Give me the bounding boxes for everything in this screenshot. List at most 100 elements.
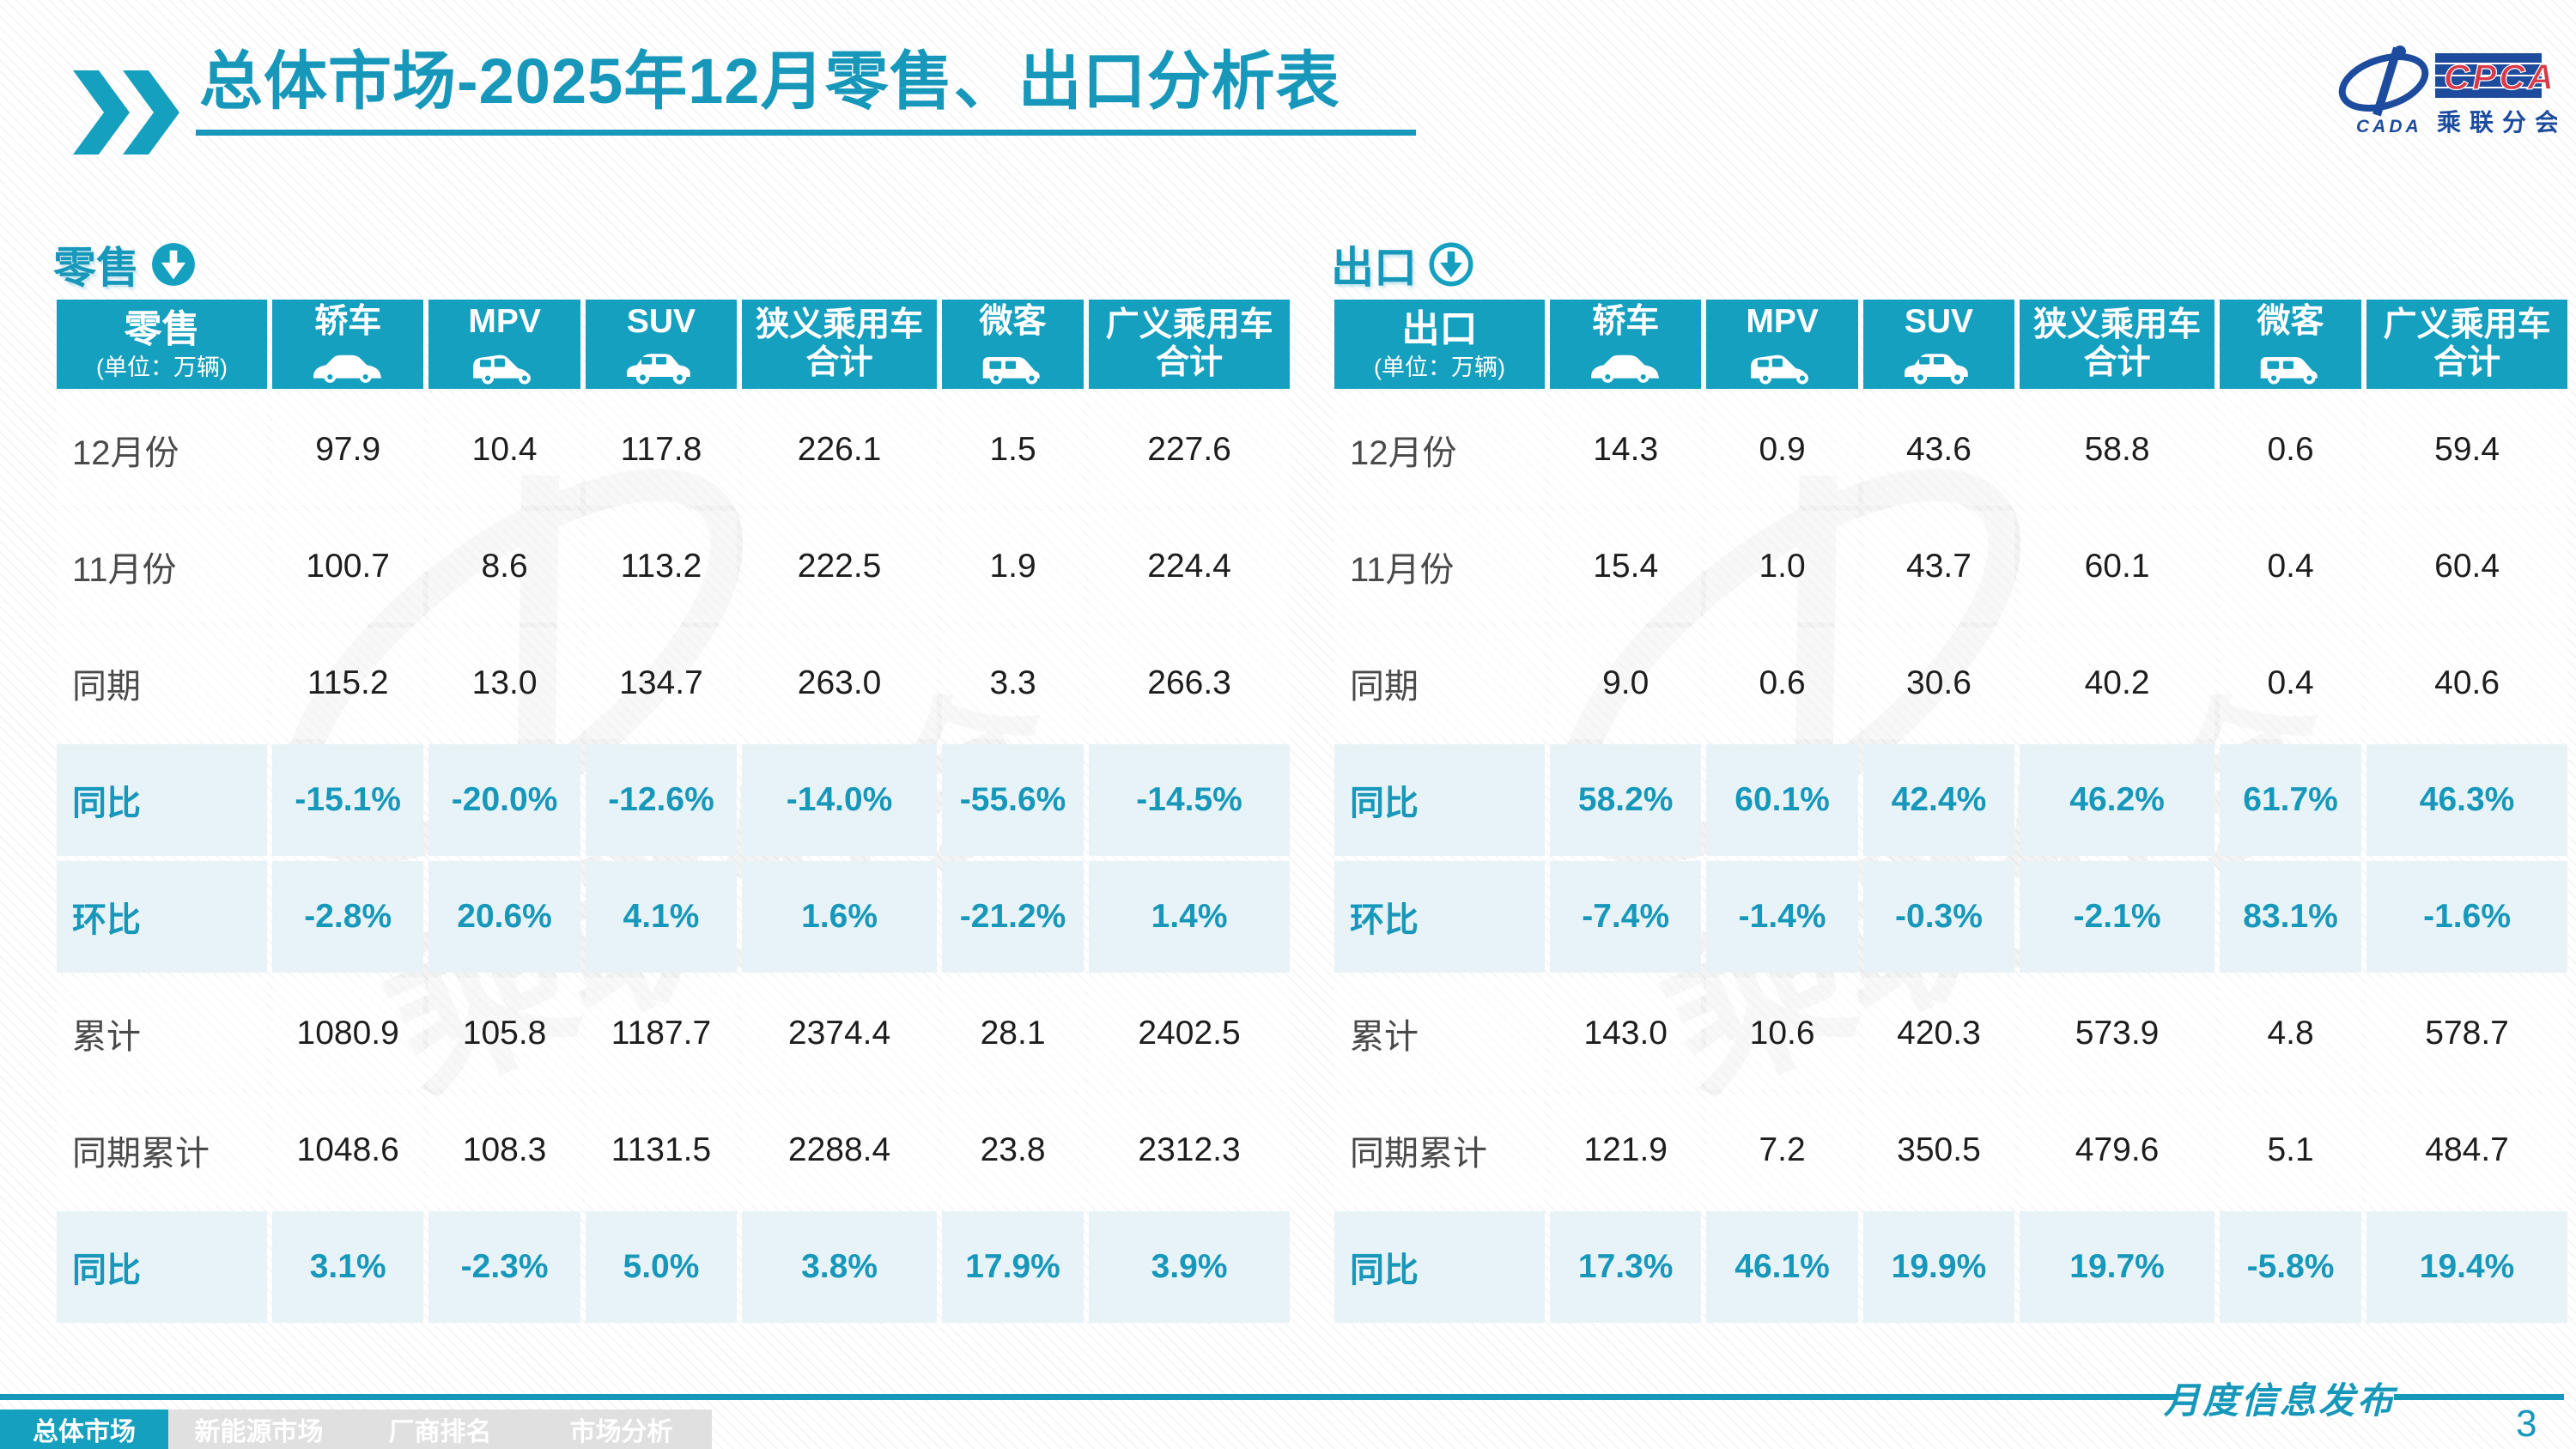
table-row: 同比 17.3% 46.1% 19.9% 19.7% -5.8% 19.4% [1334,1211,2567,1323]
cpca-logo: CADA CPCA 乘联分会 [2338,45,2557,136]
table-cell: -2.8% [272,861,424,973]
column-label: SUV [1904,303,1974,341]
row-label: 累计 [57,978,267,1089]
table-cell: 2312.3 [1089,1094,1290,1206]
column-header: SUV [1862,300,2015,389]
table-cell: 28.1 [941,978,1084,1089]
table-cell: 115.2 [272,627,424,739]
footer-divider-right [2394,1394,2564,1400]
column-label: 狭义乘用车 合计 [2033,306,2202,381]
column-label: 微客 [979,303,1047,341]
table-cell: 3.8% [742,1211,937,1323]
column-header: MPV [1706,300,1858,389]
table-row: 同期累计 121.9 7.2 350.5 479.6 5.1 484.7 [1334,1094,2567,1206]
row-label: 同比 [57,1211,267,1323]
down-arrow-circle-icon [152,243,195,286]
row-label: 同比 [57,744,267,856]
table-cell: 1187.7 [585,978,738,1089]
sedan-icon [304,346,392,385]
table-cell: 17.3% [1550,1211,1702,1323]
table-cell: 19.4% [2366,1211,2567,1323]
table-corner-header: 零售 (单位：万辆) [57,300,267,389]
table-cell: 15.4 [1550,511,1702,622]
row-label: 同期 [57,627,267,739]
row-label: 累计 [1334,978,1545,1089]
table-row: 同比 -15.1% -20.0% -12.6% -14.0% -55.6% -14.5% [57,744,1290,856]
page-number: 3 [2516,1403,2537,1445]
column-label: 微客 [2257,303,2324,341]
table-cell: 7.2 [1706,1094,1858,1206]
column-label: 轿车 [314,303,382,341]
double-chevron-icon [73,70,179,155]
table-cell: 227.6 [1089,394,1290,506]
table-row: 同期 9.0 0.6 30.6 40.2 0.4 40.6 [1334,627,2567,739]
table-cell: 40.2 [2020,627,2215,739]
table-cell: -14.5% [1089,744,1290,856]
footer-tab-market-analysis[interactable]: 市场分析 [531,1410,712,1449]
logo-org-name: 乘联分会 [2437,109,2557,136]
table-cell: 46.2% [2020,744,2215,856]
footer-tabs: 总体市场 新能源市场 厂商排名 市场分析 [0,1410,712,1449]
table-cell: -12.6% [585,744,738,856]
unit-label: (单位：万辆) [1374,354,1505,380]
row-label: 12月份 [1334,394,1545,506]
column-header: 轿车 [1550,300,1702,389]
table-cell: 8.6 [428,511,580,622]
row-label: 同期 [1334,627,1545,739]
footer-tab-oem-ranking[interactable]: 厂商排名 [349,1410,531,1449]
table-cell: 2288.4 [742,1094,937,1206]
retail-table: 零售 (单位：万辆) 轿车 MPV SUV 狭义乘用车 合计 微客 广义乘用车 合计 12月份 9… [52,294,1295,1328]
column-label: MPV [468,303,541,341]
table-cell: 1.9 [941,511,1084,622]
table-cell: 4.1% [585,861,738,973]
table-cell: 60.1 [2020,511,2215,622]
mpv-icon [1739,346,1826,385]
table-cell: 14.3 [1550,394,1702,506]
table-cell: 113.2 [585,511,738,622]
table-cell: 121.9 [1550,1094,1702,1206]
row-label: 同比 [1334,744,1545,856]
row-label: 同期累计 [1334,1094,1545,1206]
table-cell: 60.1% [1706,744,1858,856]
column-header: 狭义乘用车 合计 [742,300,937,389]
table-cell: 479.6 [2020,1094,2215,1206]
table-cell: 266.3 [1089,627,1290,739]
table-cell: 60.4 [2366,511,2567,622]
mpv-icon [461,346,549,385]
row-label: 同比 [1334,1211,1545,1323]
column-header: 广义乘用车 合计 [1089,300,1290,389]
table-cell: 0.4 [2219,627,2362,739]
table-row: 环比 -2.8% 20.6% 4.1% 1.6% -21.2% 1.4% [57,861,1290,973]
export-table: 出口 (单位：万辆) 轿车 MPV SUV 狭义乘用车 合计 微客 广义乘用车 合计 12月份 1… [1329,294,2573,1328]
table-cell: 3.9% [1089,1211,1290,1323]
table-cell: 43.6 [1862,394,2015,506]
table-row: 环比 -7.4% -1.4% -0.3% -2.1% 83.1% -1.6% [1334,861,2567,973]
footer-tab-nev-market[interactable]: 新能源市场 [168,1410,349,1449]
table-cell: 19.9% [1862,1211,2015,1323]
table-cell: 58.2% [1550,744,1702,856]
table-row: 12月份 14.3 0.9 43.6 58.8 0.6 59.4 [1334,394,2567,506]
column-header: 微客 [941,300,1084,389]
table-cell: 350.5 [1862,1094,2015,1206]
table-cell: 59.4 [2366,394,2567,506]
table-cell: 0.6 [2219,394,2362,506]
table-cell: 19.7% [2020,1211,2215,1323]
column-label: SUV [626,303,696,341]
table-cell: -21.2% [941,861,1084,973]
table-cell: -20.0% [428,744,580,856]
table-cell: 2402.5 [1089,978,1290,1089]
table-cell: 20.6% [428,861,580,973]
table-cell: -1.6% [2366,861,2567,973]
table-cell: 578.7 [2366,978,2567,1089]
table-cell: 420.3 [1862,978,2015,1089]
table-cell: 1080.9 [272,978,424,1089]
table-cell: 46.1% [1706,1211,1858,1323]
footer-divider-left [0,1394,2177,1400]
table-cell: 573.9 [2020,978,2215,1089]
row-label: 12月份 [57,394,267,506]
footer-tab-overall-market[interactable]: 总体市场 [0,1410,168,1449]
suv-icon [617,346,705,385]
table-row: 同比 58.2% 60.1% 42.4% 46.2% 61.7% 46.3% [1334,744,2567,856]
table-cell: -14.0% [742,744,937,856]
